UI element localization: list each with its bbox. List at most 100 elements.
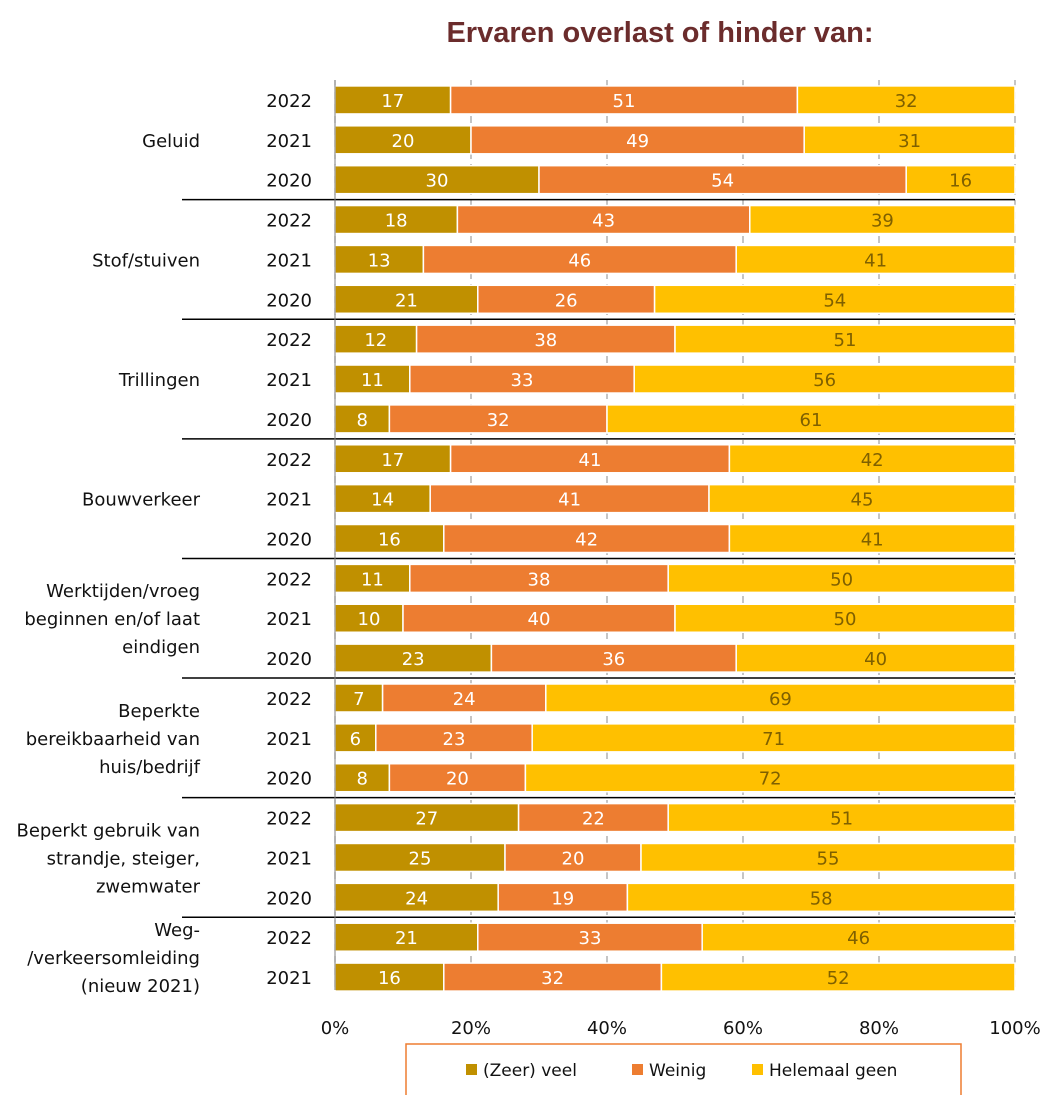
data-label: 20 <box>562 848 585 869</box>
data-label: 33 <box>511 370 534 391</box>
data-label: 8 <box>356 410 367 431</box>
data-label: 19 <box>551 888 574 909</box>
bar-segment <box>334 204 459 235</box>
data-label: 43 <box>592 211 615 232</box>
bar-segment <box>653 284 1016 315</box>
data-label: 21 <box>395 928 418 949</box>
year-label: 2022 <box>266 211 312 232</box>
bar-segment <box>429 483 710 514</box>
bar-segment <box>375 723 533 753</box>
data-label: 41 <box>579 450 602 471</box>
chart-title: Ervaren overlast of hinder van: <box>446 17 873 49</box>
data-label: 16 <box>949 171 972 192</box>
category-label: Werktijden/vroeg beginnen en/of laat eindi… <box>24 581 200 658</box>
year-label: 2021 <box>266 490 312 511</box>
data-label: 33 <box>579 928 602 949</box>
data-label: 11 <box>361 370 384 391</box>
data-label: 10 <box>358 609 381 630</box>
data-label: 31 <box>898 131 921 152</box>
data-label: 17 <box>381 91 404 112</box>
data-label: 40 <box>864 649 887 670</box>
data-label: 16 <box>378 530 401 551</box>
year-label: 2022 <box>266 809 312 830</box>
data-label: 58 <box>810 888 833 909</box>
category-label: Trillingen <box>118 370 200 391</box>
bar-segment <box>633 364 1016 394</box>
data-label: 42 <box>575 530 598 551</box>
data-label: 72 <box>759 769 782 790</box>
data-label: 20 <box>392 131 415 152</box>
bar-segment <box>524 762 1016 793</box>
x-tick-label-1: 20% <box>451 1018 491 1039</box>
legend-swatch <box>752 1064 763 1075</box>
bar-segment <box>626 882 1016 913</box>
data-label: 55 <box>817 848 840 869</box>
data-label: 38 <box>528 569 551 590</box>
data-label: 69 <box>769 689 792 710</box>
legend: (Zeer) veel Weinig Helemaal geen <box>405 1043 962 1095</box>
data-label: 45 <box>851 490 874 511</box>
x-tick-label-5: 100% <box>989 1018 1040 1039</box>
data-label: 41 <box>558 490 581 511</box>
data-label: 27 <box>415 809 438 830</box>
category-label: Beperkte bereikbaarheid van huis/bedrijf <box>26 701 201 778</box>
data-label: 14 <box>371 490 394 511</box>
x-tick-label-3: 60% <box>723 1018 763 1039</box>
data-label: 23 <box>443 729 466 750</box>
category-label: Beperkt gebruik van strandje, steiger, zwe… <box>17 820 201 897</box>
bar-segment <box>334 404 391 434</box>
data-label: 51 <box>834 330 857 351</box>
year-label: 2021 <box>266 250 312 271</box>
data-label: 50 <box>830 569 853 590</box>
bar-segment <box>409 364 635 394</box>
bar-segment <box>640 842 1016 873</box>
year-label: 2021 <box>266 609 312 630</box>
category-label: Bouwverkeer <box>82 490 201 511</box>
data-label: 71 <box>762 729 785 750</box>
data-label: 7 <box>353 689 364 710</box>
bar-segment <box>735 643 1016 673</box>
x-tick-label-4: 80% <box>859 1018 899 1039</box>
legend-swatch <box>466 1064 477 1075</box>
bar-segment <box>334 762 391 793</box>
data-label: 36 <box>602 649 625 670</box>
data-label: 11 <box>361 569 384 590</box>
bar-segment <box>667 802 1016 833</box>
data-label: 46 <box>847 928 870 949</box>
data-label: 54 <box>711 171 734 192</box>
bar-segment <box>735 244 1016 275</box>
data-label: 51 <box>613 91 636 112</box>
year-label: 2020 <box>266 410 312 431</box>
bar-segment <box>905 164 1016 195</box>
x-axis: 0% 20% 40% 60% 80% 100% <box>321 80 1041 1039</box>
data-label: 16 <box>378 968 401 989</box>
year-label: 2020 <box>266 888 312 909</box>
year-label: 2020 <box>266 649 312 670</box>
bar-segment <box>674 324 1016 354</box>
bar-segment <box>381 683 547 713</box>
data-label: 51 <box>830 809 853 830</box>
data-label: 41 <box>864 250 887 271</box>
bar-segment <box>803 125 1016 155</box>
bar-segment <box>667 563 1016 594</box>
data-label: 30 <box>426 171 449 192</box>
data-label: 40 <box>528 609 551 630</box>
year-label: 2021 <box>266 729 312 750</box>
legend-frame <box>405 1043 962 1095</box>
data-label: 25 <box>409 848 432 869</box>
bar-segment <box>660 962 1016 992</box>
year-label: 2020 <box>266 769 312 790</box>
x-tick-label-0: 0% <box>321 1018 350 1039</box>
data-label: 8 <box>356 769 367 790</box>
data-label: 12 <box>364 330 387 351</box>
year-label: 2022 <box>266 91 312 112</box>
year-label: 2022 <box>266 330 312 351</box>
data-label: 24 <box>405 888 428 909</box>
row-labels: 2022 2021 2020 Geluid 2022 2021 2020 Stof/stuiv… <box>17 91 313 997</box>
bar-segment <box>443 962 663 992</box>
year-label: 2021 <box>266 131 312 152</box>
data-label: 22 <box>582 809 605 830</box>
data-label: 13 <box>368 250 391 271</box>
legend-swatch <box>632 1064 643 1075</box>
bar-segment <box>606 404 1016 434</box>
